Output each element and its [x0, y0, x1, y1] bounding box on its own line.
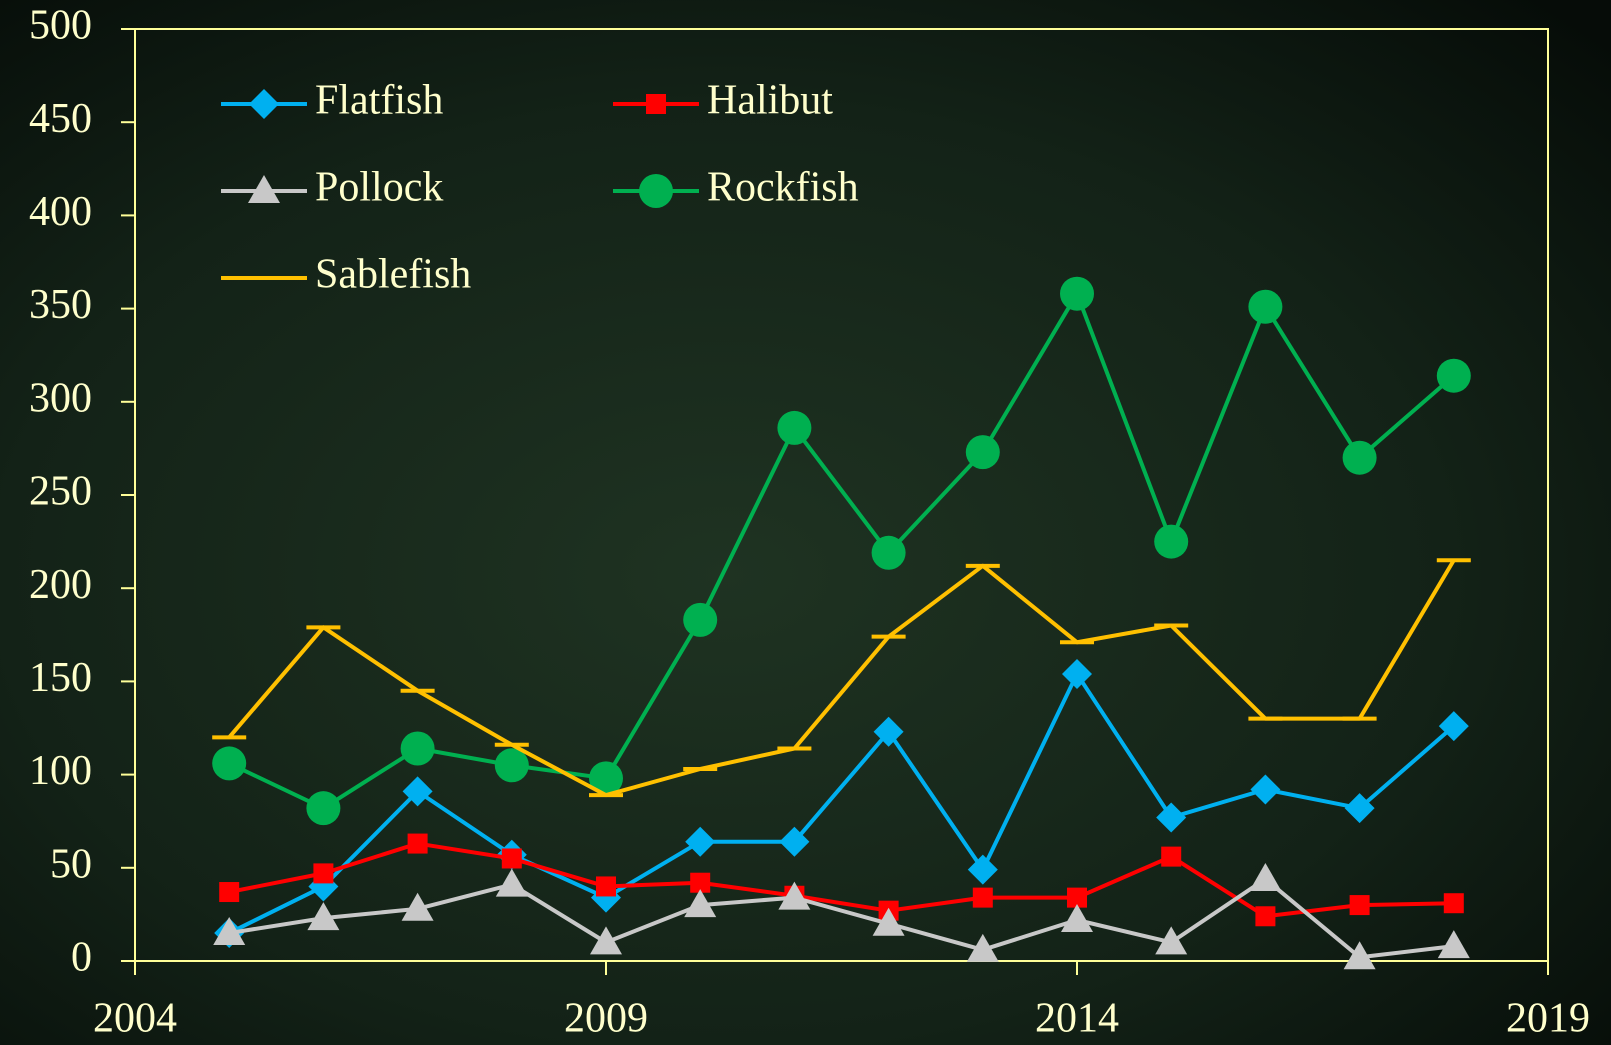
y-tick-label: 300 [29, 375, 92, 421]
marker [777, 411, 811, 445]
y-tick-label: 400 [29, 189, 92, 235]
marker [1350, 895, 1370, 915]
marker [973, 888, 993, 908]
y-tick-label: 200 [29, 562, 92, 608]
marker [683, 603, 717, 637]
marker [1248, 290, 1282, 324]
marker [1343, 441, 1377, 475]
marker [1154, 525, 1188, 559]
marker [596, 876, 616, 896]
legend-label: Halibut [707, 78, 833, 124]
x-tick-label: 2004 [93, 996, 177, 1042]
legend-label: Rockfish [707, 165, 859, 211]
marker [408, 834, 428, 854]
legend-marker [639, 174, 673, 208]
x-tick-label: 2009 [564, 996, 648, 1042]
y-tick-label: 350 [29, 282, 92, 328]
marker [306, 791, 340, 825]
y-tick-label: 250 [29, 469, 92, 515]
marker [219, 882, 239, 902]
y-tick-label: 450 [29, 96, 92, 142]
marker [502, 848, 522, 868]
marker [966, 435, 1000, 469]
legend-label: Pollock [315, 165, 443, 211]
y-tick-label: 100 [29, 748, 92, 794]
chart: 0 50 100 150 200 250 300 350 400 450 500 2004 2009 20… [0, 0, 1611, 1045]
y-tick-label: 50 [50, 841, 92, 887]
marker [1437, 359, 1471, 393]
marker [1060, 277, 1094, 311]
x-tick-label: 2014 [1035, 996, 1119, 1042]
marker [1255, 906, 1275, 926]
marker [313, 863, 333, 883]
legend-marker [646, 94, 666, 114]
y-tick-label: 0 [71, 935, 92, 981]
legend-label: Flatfish [315, 78, 443, 124]
x-tick-label: 2019 [1506, 996, 1590, 1042]
marker [1444, 893, 1464, 913]
legend-label: Sablefish [315, 252, 471, 298]
y-tick-label: 150 [29, 655, 92, 701]
marker [401, 732, 435, 766]
marker [1161, 847, 1181, 867]
y-tick-label: 500 [29, 3, 92, 49]
page: 0 50 100 150 200 250 300 350 400 450 500 2004 2009 20… [0, 0, 1611, 1045]
marker [872, 536, 906, 570]
marker [212, 746, 246, 780]
